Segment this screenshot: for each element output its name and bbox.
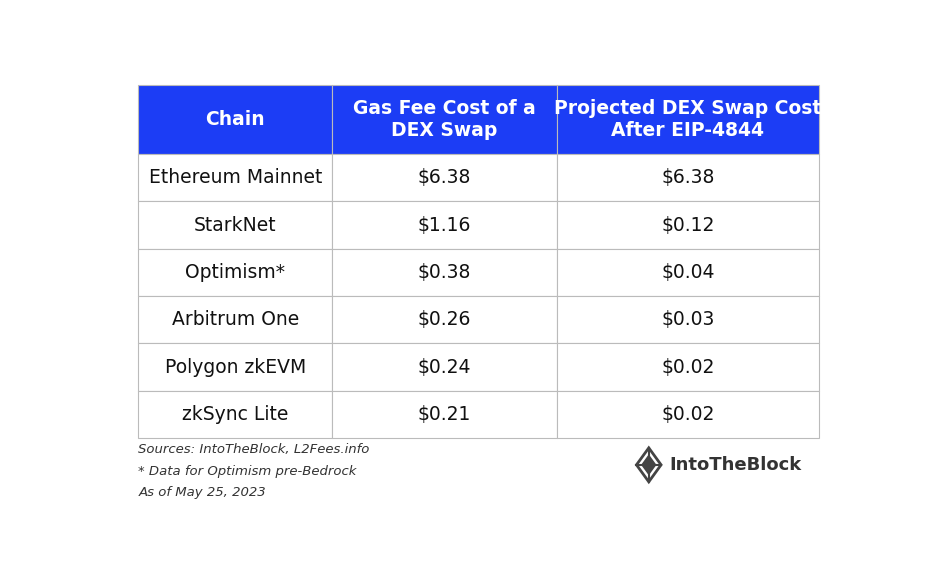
FancyBboxPatch shape bbox=[138, 85, 333, 154]
Text: zkSync Lite: zkSync Lite bbox=[182, 405, 289, 424]
Text: $0.12: $0.12 bbox=[661, 216, 715, 234]
Text: Polygon zkEVM: Polygon zkEVM bbox=[164, 357, 306, 376]
FancyBboxPatch shape bbox=[138, 249, 333, 296]
Text: $0.24: $0.24 bbox=[417, 357, 472, 376]
FancyBboxPatch shape bbox=[138, 296, 333, 343]
FancyBboxPatch shape bbox=[557, 249, 819, 296]
FancyBboxPatch shape bbox=[333, 154, 557, 201]
Text: Gas Fee Cost of a
DEX Swap: Gas Fee Cost of a DEX Swap bbox=[353, 99, 536, 140]
Text: * Data for Optimism pre-Bedrock: * Data for Optimism pre-Bedrock bbox=[138, 465, 357, 478]
FancyBboxPatch shape bbox=[333, 85, 557, 154]
FancyBboxPatch shape bbox=[138, 201, 333, 249]
FancyBboxPatch shape bbox=[333, 296, 557, 343]
Text: $0.02: $0.02 bbox=[661, 357, 715, 376]
FancyBboxPatch shape bbox=[138, 343, 333, 391]
Text: IntoTheBlock: IntoTheBlock bbox=[670, 456, 802, 474]
Text: $0.21: $0.21 bbox=[418, 405, 472, 424]
FancyBboxPatch shape bbox=[557, 391, 819, 438]
Text: $0.38: $0.38 bbox=[418, 263, 472, 282]
Text: StarkNet: StarkNet bbox=[194, 216, 276, 234]
Text: $0.03: $0.03 bbox=[661, 310, 715, 329]
Text: $1.16: $1.16 bbox=[418, 216, 472, 234]
Polygon shape bbox=[643, 456, 655, 474]
FancyBboxPatch shape bbox=[557, 85, 819, 154]
FancyBboxPatch shape bbox=[333, 391, 557, 438]
Text: $0.02: $0.02 bbox=[661, 405, 715, 424]
Text: As of May 25, 2023: As of May 25, 2023 bbox=[138, 486, 266, 499]
Text: $6.38: $6.38 bbox=[418, 168, 472, 187]
FancyBboxPatch shape bbox=[333, 201, 557, 249]
FancyBboxPatch shape bbox=[333, 343, 557, 391]
Text: Chain: Chain bbox=[205, 110, 265, 129]
Text: Optimism*: Optimism* bbox=[186, 263, 286, 282]
FancyBboxPatch shape bbox=[557, 296, 819, 343]
FancyBboxPatch shape bbox=[333, 249, 557, 296]
FancyBboxPatch shape bbox=[138, 154, 333, 201]
Text: $6.38: $6.38 bbox=[661, 168, 715, 187]
Text: $0.04: $0.04 bbox=[661, 263, 715, 282]
Text: Arbitrum One: Arbitrum One bbox=[172, 310, 299, 329]
Text: Sources: IntoTheBlock, L2Fees.info: Sources: IntoTheBlock, L2Fees.info bbox=[138, 443, 370, 456]
FancyBboxPatch shape bbox=[557, 154, 819, 201]
FancyBboxPatch shape bbox=[138, 391, 333, 438]
Text: Projected DEX Swap Cost
After EIP-4844: Projected DEX Swap Cost After EIP-4844 bbox=[554, 99, 822, 140]
Text: $0.26: $0.26 bbox=[418, 310, 472, 329]
Text: Ethereum Mainnet: Ethereum Mainnet bbox=[149, 168, 322, 187]
FancyBboxPatch shape bbox=[557, 201, 819, 249]
FancyBboxPatch shape bbox=[557, 343, 819, 391]
